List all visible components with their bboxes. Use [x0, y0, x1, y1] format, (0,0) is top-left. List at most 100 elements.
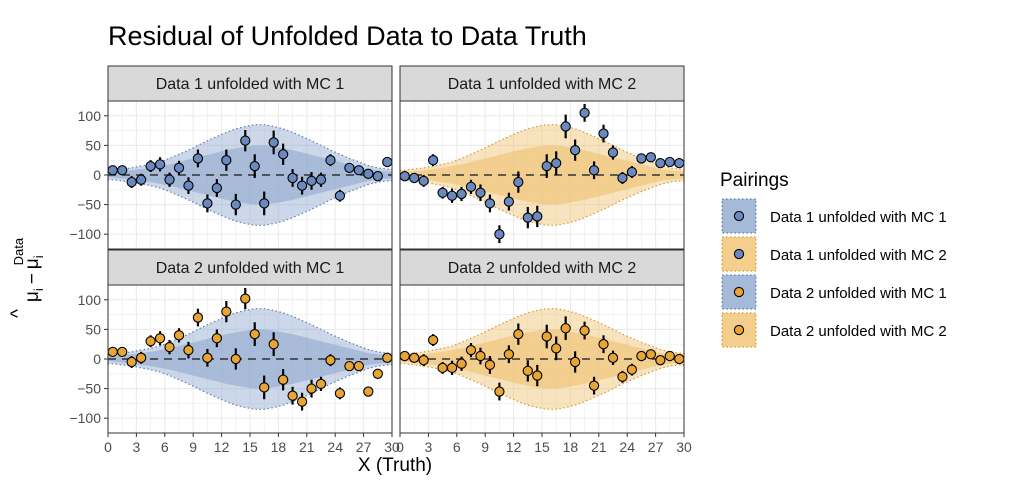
data-point	[626, 364, 638, 375]
facet-strip	[399, 249, 685, 286]
x-tick-label: 24	[619, 439, 635, 455]
y-tick-label: 50	[85, 321, 101, 337]
data-point	[277, 149, 289, 160]
data-point	[202, 352, 213, 363]
data-point	[164, 342, 175, 353]
facet-panel: Data 1 unfolded with MC 1	[107, 65, 393, 250]
data-point	[560, 121, 571, 132]
y-axis-title: μi−μiData ^	[8, 237, 46, 318]
legend-label: Data 2 unfolded with MC 2	[770, 323, 947, 340]
data-point	[588, 165, 600, 176]
y-tick-label: 0	[93, 167, 101, 183]
x-tick-label: 18	[563, 439, 579, 455]
data-point	[475, 350, 486, 362]
data-point	[306, 175, 317, 187]
data-point	[268, 137, 279, 148]
svg-text:μi−μiData: μi−μiData	[11, 237, 46, 302]
legend: Pairings Data 1 unfolded with MC 1 Data 1…	[720, 170, 947, 348]
data-point	[484, 198, 496, 209]
data-point	[296, 180, 308, 191]
x-tick-label: 3	[133, 439, 141, 455]
legend-point	[733, 210, 745, 222]
data-point	[344, 162, 355, 174]
data-point	[221, 306, 232, 317]
data-point	[484, 359, 496, 371]
facet-panels: Data 1 unfolded with MC 1 Data 1 unfolded…	[107, 65, 685, 434]
data-point	[173, 162, 185, 174]
data-point	[465, 344, 477, 356]
data-point	[579, 107, 590, 118]
data-point	[541, 331, 552, 342]
data-point	[437, 362, 448, 374]
legend-point	[733, 248, 745, 260]
data-point	[617, 371, 628, 382]
x-tick-label: 30	[384, 439, 400, 455]
facet-strip-label: Data 1 unfolded with MC 1	[156, 76, 345, 93]
facet-strip-label: Data 2 unfolded with MC 1	[156, 260, 345, 277]
data-point	[617, 172, 628, 184]
facet-panel: Data 1 unfolded with MC 2	[399, 65, 685, 250]
data-point	[173, 330, 185, 341]
data-point	[645, 349, 657, 360]
legend-point	[733, 324, 745, 336]
data-point	[325, 155, 336, 166]
data-point	[475, 187, 486, 198]
data-point	[494, 229, 505, 240]
facet-panel: Data 2 unfolded with MC 2	[399, 249, 685, 434]
data-point	[211, 333, 223, 344]
data-point	[117, 165, 128, 176]
y-axis-mu-sup: Data	[11, 237, 26, 265]
data-point	[560, 323, 571, 334]
data-point	[456, 358, 467, 369]
data-point	[372, 368, 383, 379]
data-point	[399, 171, 410, 182]
data-point	[192, 153, 204, 164]
data-point	[107, 165, 118, 176]
data-point	[183, 344, 194, 356]
data-point	[135, 174, 147, 185]
x-tick-label: 9	[481, 439, 489, 455]
y-tick-label: −100	[69, 410, 101, 426]
data-point	[569, 356, 581, 368]
data-point	[465, 181, 477, 192]
data-point	[183, 180, 194, 191]
legend-label: Data 1 unfolded with MC 2	[770, 247, 947, 264]
data-point	[164, 174, 175, 185]
y-axis-mu-sub: i	[31, 255, 46, 258]
data-point	[503, 349, 515, 360]
panel-border	[399, 100, 685, 250]
data-point	[532, 211, 543, 222]
data-point	[636, 350, 647, 362]
data-point	[418, 355, 429, 366]
x-tick-label: 6	[161, 439, 169, 455]
data-point	[287, 172, 298, 184]
x-tick-label: 6	[453, 439, 461, 455]
data-point	[296, 396, 308, 407]
data-point	[579, 325, 590, 336]
data-point	[522, 212, 533, 223]
data-point	[221, 155, 232, 166]
data-point	[664, 156, 675, 168]
data-point	[626, 166, 638, 178]
data-point	[588, 380, 600, 391]
chart-title: Residual of Unfolded Data to Data Truth	[108, 21, 587, 51]
x-tick-label: 27	[648, 439, 664, 455]
legend-label: Data 2 unfolded with MC 1	[770, 285, 947, 302]
data-point	[315, 174, 327, 185]
x-tick-label: 15	[534, 439, 550, 455]
data-point	[664, 350, 675, 362]
data-point	[259, 382, 270, 393]
data-point	[363, 386, 374, 397]
data-point	[655, 158, 666, 169]
data-point	[456, 188, 467, 200]
x-tick-label: 3	[425, 439, 433, 455]
x-tick-label: 21	[299, 439, 315, 455]
data-point	[363, 168, 374, 179]
facet-strip-label: Data 2 unfolded with MC 2	[448, 260, 637, 277]
data-point	[674, 353, 685, 365]
data-point	[446, 362, 458, 374]
x-tick-label: 0	[104, 439, 112, 455]
legend-label: Data 1 unfolded with MC 1	[770, 209, 947, 226]
data-point	[382, 156, 393, 168]
